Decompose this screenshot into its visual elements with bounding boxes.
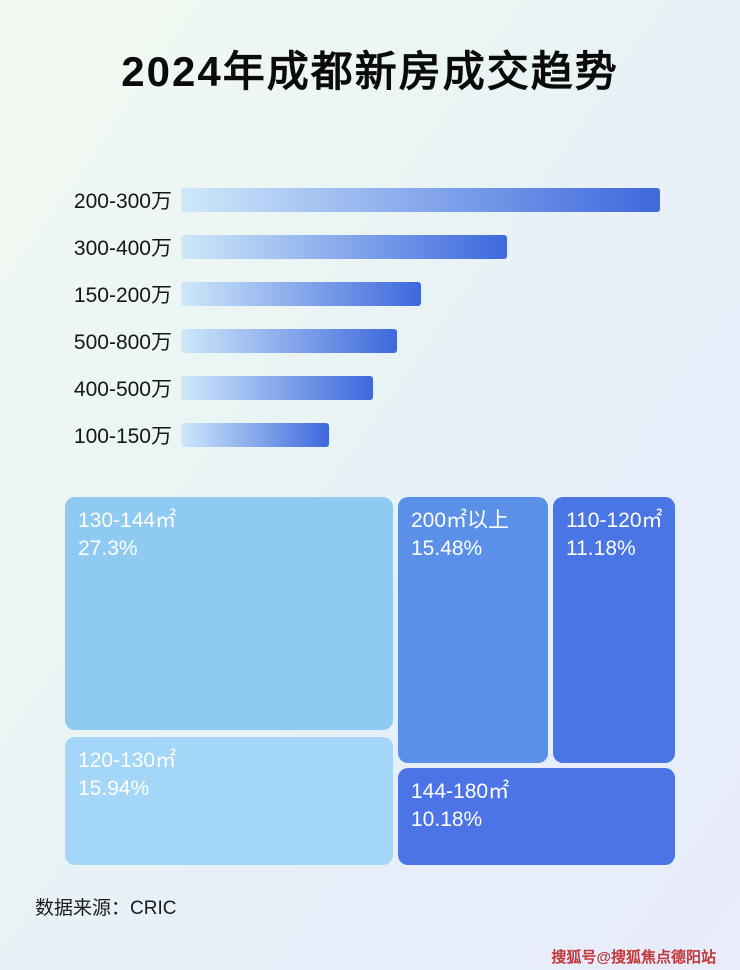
page-title: 2024年成都新房成交趋势 [121, 48, 619, 95]
bar-fill [181, 422, 330, 447]
bar-fill [181, 375, 373, 400]
bar-category-label: 150-200万 [73, 283, 172, 307]
watermark: 搜狐号@搜狐焦点德阳站 [551, 949, 716, 966]
bar-fill [181, 234, 507, 259]
bar-track [181, 234, 660, 259]
bar-row: 200-300万 [40, 176, 660, 223]
bar-category-label: 100-150万 [73, 424, 172, 448]
bar-category-label: 200-300万 [73, 189, 172, 213]
treemap-block-200-plus: 200㎡以上 15.48% [398, 497, 548, 763]
treemap-value: 15.94% [78, 777, 150, 801]
bar-fill [181, 281, 421, 306]
treemap-block-120-130: 120-130㎡ 15.94% [65, 737, 393, 865]
bar-track [181, 281, 660, 306]
treemap-value: 10.18% [411, 808, 483, 832]
bar-category-label: 400-500万 [73, 377, 172, 401]
bar-track [181, 187, 660, 212]
data-source-note: 数据来源：CRIC [35, 898, 177, 919]
treemap-label: 144-180㎡ [411, 780, 510, 803]
bar-track [181, 328, 660, 353]
treemap-value: 11.18% [566, 537, 636, 561]
treemap-block-110-120: 110-120㎡ 11.18% [553, 497, 675, 763]
bar-track [181, 422, 660, 447]
bar-row: 150-200万 [40, 270, 660, 317]
bar-row: 500-800万 [40, 317, 660, 364]
bar-row: 300-400万 [40, 223, 660, 270]
bar-fill [181, 328, 397, 353]
bar-category-label: 500-800万 [73, 330, 172, 354]
price-range-bar-chart: 200-300万 300-400万 150-200万 500-800万 400-… [40, 176, 660, 458]
treemap-block-144-180: 144-180㎡ 10.18% [398, 768, 675, 865]
area-size-treemap: 130-144㎡ 27.3% 120-130㎡ 15.94% 200㎡以上 15… [65, 497, 675, 865]
bar-track [181, 375, 660, 400]
treemap-label: 130-144㎡ [78, 509, 177, 532]
bar-row: 100-150万 [40, 411, 660, 458]
treemap-label: 120-130㎡ [78, 749, 177, 772]
treemap-block-130-144: 130-144㎡ 27.3% [65, 497, 393, 730]
bar-category-label: 300-400万 [73, 236, 172, 260]
treemap-value: 15.48% [411, 537, 483, 561]
treemap-label: 110-120㎡ [566, 509, 663, 532]
treemap-label: 200㎡以上 [411, 509, 510, 532]
treemap-value: 27.3% [78, 537, 138, 561]
bar-row: 400-500万 [40, 364, 660, 411]
bar-fill [181, 187, 660, 212]
